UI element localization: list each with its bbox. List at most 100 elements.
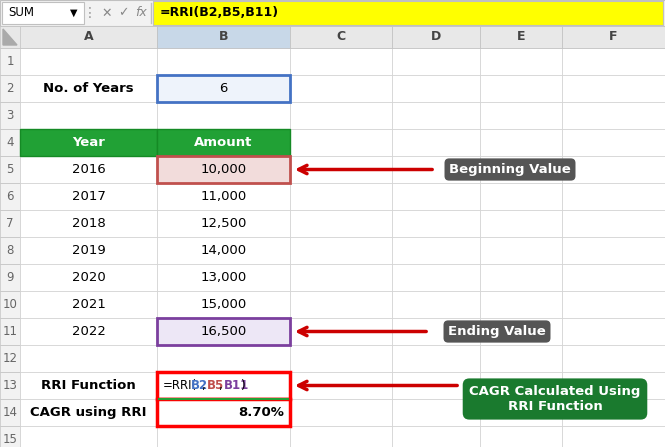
FancyBboxPatch shape	[480, 318, 562, 345]
FancyBboxPatch shape	[0, 102, 20, 129]
FancyBboxPatch shape	[157, 183, 290, 210]
Text: 6: 6	[6, 190, 14, 203]
FancyBboxPatch shape	[290, 102, 392, 129]
FancyBboxPatch shape	[20, 26, 157, 48]
FancyBboxPatch shape	[290, 237, 392, 264]
FancyBboxPatch shape	[480, 48, 562, 75]
FancyBboxPatch shape	[0, 210, 20, 237]
FancyBboxPatch shape	[562, 48, 665, 75]
FancyBboxPatch shape	[480, 156, 562, 183]
FancyBboxPatch shape	[157, 129, 290, 156]
FancyBboxPatch shape	[562, 75, 665, 102]
FancyBboxPatch shape	[290, 318, 392, 345]
FancyBboxPatch shape	[20, 372, 157, 399]
FancyBboxPatch shape	[20, 237, 157, 264]
Text: 2021: 2021	[72, 298, 106, 311]
FancyBboxPatch shape	[392, 237, 480, 264]
FancyBboxPatch shape	[392, 318, 480, 345]
Text: 13,000: 13,000	[200, 271, 247, 284]
FancyBboxPatch shape	[480, 129, 562, 156]
Text: =RRI(B2,B5,B11): =RRI(B2,B5,B11)	[160, 7, 279, 20]
FancyBboxPatch shape	[157, 372, 290, 399]
FancyBboxPatch shape	[562, 399, 665, 426]
FancyBboxPatch shape	[562, 183, 665, 210]
Text: 14: 14	[3, 406, 17, 419]
Text: ): )	[240, 379, 245, 392]
FancyBboxPatch shape	[392, 426, 480, 447]
Text: 10,000: 10,000	[200, 163, 247, 176]
Text: B: B	[219, 30, 228, 43]
FancyBboxPatch shape	[392, 102, 480, 129]
Text: 11: 11	[3, 325, 17, 338]
FancyBboxPatch shape	[0, 75, 20, 102]
FancyBboxPatch shape	[0, 291, 20, 318]
Text: 2016: 2016	[72, 163, 105, 176]
FancyBboxPatch shape	[290, 26, 392, 48]
Text: E: E	[517, 30, 525, 43]
FancyBboxPatch shape	[392, 291, 480, 318]
Text: ⋮: ⋮	[83, 6, 97, 20]
FancyBboxPatch shape	[20, 156, 157, 183]
FancyBboxPatch shape	[20, 183, 157, 210]
Text: CAGR using RRI: CAGR using RRI	[30, 406, 147, 419]
FancyBboxPatch shape	[20, 345, 157, 372]
FancyBboxPatch shape	[157, 399, 290, 426]
FancyBboxPatch shape	[157, 237, 290, 264]
FancyBboxPatch shape	[562, 102, 665, 129]
FancyBboxPatch shape	[480, 426, 562, 447]
FancyBboxPatch shape	[20, 264, 157, 291]
Text: Year: Year	[72, 136, 105, 149]
FancyBboxPatch shape	[392, 75, 480, 102]
Text: 14,000: 14,000	[200, 244, 247, 257]
Text: B11: B11	[223, 379, 249, 392]
FancyBboxPatch shape	[480, 210, 562, 237]
FancyBboxPatch shape	[290, 183, 392, 210]
FancyBboxPatch shape	[20, 318, 157, 345]
FancyBboxPatch shape	[392, 26, 480, 48]
FancyBboxPatch shape	[480, 372, 562, 399]
Text: fx: fx	[135, 7, 147, 20]
FancyBboxPatch shape	[157, 26, 290, 48]
FancyBboxPatch shape	[392, 264, 480, 291]
Text: 8: 8	[6, 244, 14, 257]
FancyBboxPatch shape	[290, 48, 392, 75]
FancyBboxPatch shape	[480, 183, 562, 210]
Text: SUM: SUM	[8, 7, 34, 20]
FancyBboxPatch shape	[157, 75, 290, 102]
FancyBboxPatch shape	[0, 318, 20, 345]
Text: ✕: ✕	[102, 7, 112, 20]
FancyBboxPatch shape	[157, 318, 290, 345]
Text: 13: 13	[3, 379, 17, 392]
FancyBboxPatch shape	[290, 372, 392, 399]
FancyBboxPatch shape	[0, 264, 20, 291]
FancyBboxPatch shape	[0, 26, 665, 48]
FancyBboxPatch shape	[157, 399, 290, 426]
Text: 16,500: 16,500	[200, 325, 247, 338]
FancyBboxPatch shape	[0, 237, 20, 264]
FancyBboxPatch shape	[0, 129, 20, 156]
FancyBboxPatch shape	[157, 129, 290, 156]
Text: =RRI(: =RRI(	[163, 379, 197, 392]
FancyBboxPatch shape	[290, 156, 392, 183]
FancyBboxPatch shape	[157, 156, 290, 183]
Text: Amount: Amount	[194, 136, 253, 149]
FancyBboxPatch shape	[2, 2, 84, 24]
FancyBboxPatch shape	[0, 48, 20, 75]
FancyBboxPatch shape	[20, 48, 157, 75]
FancyBboxPatch shape	[290, 264, 392, 291]
Text: 1: 1	[6, 55, 14, 68]
FancyBboxPatch shape	[562, 156, 665, 183]
FancyBboxPatch shape	[480, 399, 562, 426]
Text: 8.70%: 8.70%	[238, 406, 284, 419]
FancyBboxPatch shape	[480, 75, 562, 102]
Text: ,: ,	[218, 379, 221, 392]
FancyBboxPatch shape	[480, 237, 562, 264]
Text: B5: B5	[207, 379, 224, 392]
FancyBboxPatch shape	[392, 156, 480, 183]
Text: 15: 15	[3, 433, 17, 446]
FancyBboxPatch shape	[562, 26, 665, 48]
Text: CAGR Calculated Using
RRI Function: CAGR Calculated Using RRI Function	[469, 385, 640, 413]
FancyBboxPatch shape	[290, 210, 392, 237]
FancyBboxPatch shape	[157, 156, 290, 183]
FancyBboxPatch shape	[562, 264, 665, 291]
